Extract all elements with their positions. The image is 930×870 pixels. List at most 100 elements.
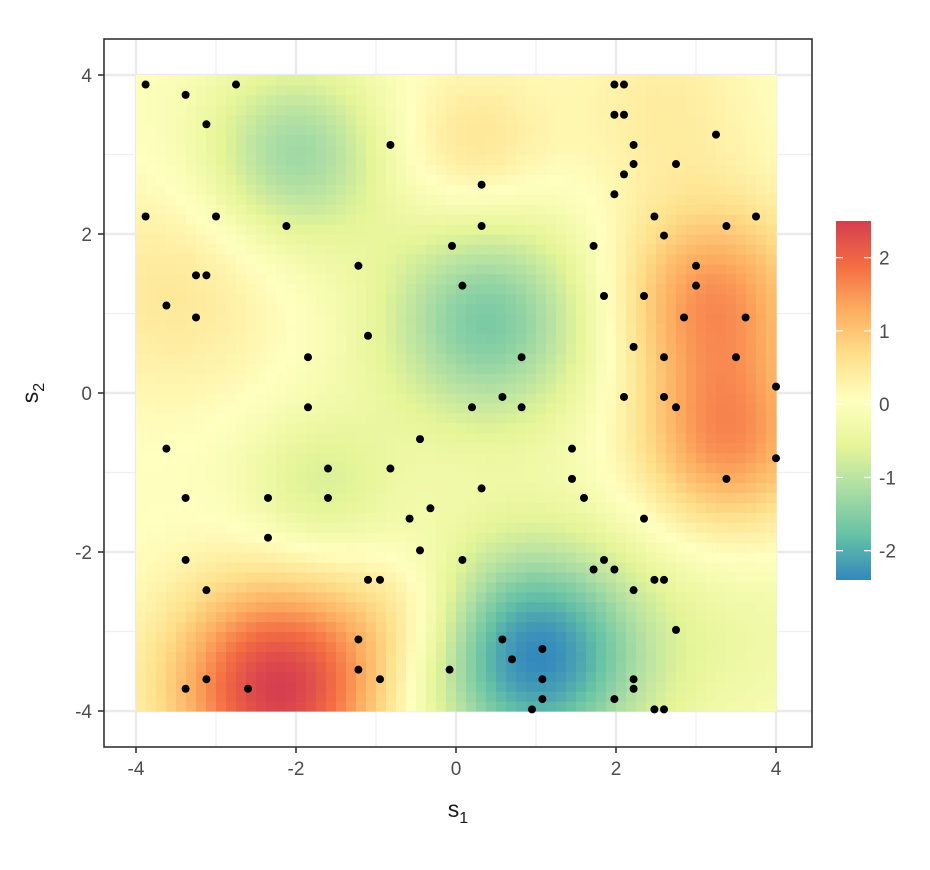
heatmap-cell [736, 522, 747, 533]
heatmap-cell [566, 532, 577, 543]
heatmap-cell [146, 393, 157, 404]
heatmap-cell [696, 542, 707, 553]
heatmap-cell [296, 661, 307, 672]
heatmap-cell [606, 402, 617, 414]
heatmap-cell [176, 104, 187, 116]
heatmap-cell [746, 164, 757, 175]
heatmap-cell [646, 214, 657, 225]
heatmap-cell [436, 482, 447, 493]
heatmap-cell [676, 671, 687, 682]
heatmap-cell [176, 621, 187, 633]
heatmap-cell [756, 174, 767, 185]
heatmap-cell [436, 681, 447, 692]
heatmap-cell [736, 194, 747, 205]
heatmap-cell [736, 412, 747, 424]
heatmap-cell [576, 402, 587, 414]
heatmap-cell [696, 343, 707, 354]
heatmap-cell [486, 293, 497, 305]
heatmap-cell [596, 671, 607, 682]
heatmap-cell [386, 293, 397, 305]
heatmap-cell [346, 681, 357, 692]
heatmap-cell [646, 383, 657, 394]
heatmap-cell [316, 114, 327, 126]
heatmap-cell [556, 691, 567, 702]
heatmap-cell [276, 561, 287, 573]
heatmap-cell [586, 532, 597, 543]
heatmap-cell [456, 701, 467, 712]
heatmap-cell [726, 393, 737, 404]
heatmap-cell [666, 303, 677, 315]
heatmap-cell [426, 581, 437, 593]
heatmap-cell [336, 114, 347, 126]
heatmap-cell [446, 701, 457, 712]
data-point [629, 342, 638, 351]
heatmap-cell [176, 581, 187, 593]
heatmap-cell [156, 671, 167, 682]
heatmap-cell [326, 194, 337, 205]
heatmap-cell [746, 94, 757, 106]
heatmap-cell [556, 671, 567, 682]
heatmap-cell [466, 462, 477, 474]
heatmap-cell [536, 303, 547, 315]
data-point [629, 140, 638, 149]
heatmap-cell [286, 373, 297, 384]
heatmap-cell [266, 124, 277, 136]
heatmap-cell [196, 154, 207, 166]
heatmap-cell [166, 333, 177, 344]
heatmap-cell [546, 442, 557, 454]
heatmap-cell [736, 134, 747, 146]
heatmap-cell [196, 353, 207, 364]
heatmap-cell [306, 641, 317, 652]
heatmap-cell [426, 273, 437, 285]
heatmap-cell [146, 651, 157, 662]
heatmap-cell [516, 154, 527, 166]
heatmap-cell [636, 611, 647, 623]
heatmap-cell [356, 174, 367, 185]
heatmap-cell [346, 641, 357, 652]
heatmap-cell [646, 124, 657, 136]
heatmap-cell [346, 253, 357, 265]
heatmap-cell [716, 134, 727, 146]
data-point [192, 271, 200, 280]
heatmap-cell [136, 214, 147, 225]
heatmap-cell [356, 532, 367, 543]
heatmap-cell [476, 353, 487, 364]
heatmap-cell [736, 75, 747, 86]
heatmap-cell [766, 234, 777, 245]
heatmap-cell [416, 422, 427, 434]
heatmap-cell [206, 104, 217, 116]
heatmap-cell [736, 94, 747, 106]
heatmap-cell [646, 75, 657, 86]
heatmap-cell [586, 681, 597, 692]
heatmap-cell [396, 631, 407, 643]
heatmap-cell [666, 532, 677, 543]
heatmap-cell [696, 452, 707, 464]
heatmap-cell [626, 194, 637, 205]
heatmap-cell [346, 532, 357, 543]
heatmap-cell [186, 84, 197, 96]
heatmap-cell [366, 224, 377, 235]
heatmap-cell [716, 561, 727, 573]
heatmap-cell [196, 253, 207, 265]
heatmap-cell [666, 442, 677, 454]
heatmap-cell [606, 124, 617, 136]
heatmap-cell [516, 522, 527, 533]
heatmap-cell [496, 571, 507, 583]
heatmap-cell [216, 561, 227, 573]
heatmap-cell [586, 313, 597, 325]
heatmap-cell [236, 303, 247, 315]
heatmap-cell [206, 114, 217, 126]
heatmap-cell [176, 124, 187, 136]
heatmap-cell [746, 114, 757, 126]
heatmap-cell [416, 104, 427, 116]
heatmap-cell [166, 283, 177, 295]
heatmap-cell [166, 472, 177, 484]
heatmap-cell [606, 393, 617, 404]
heatmap-cell [196, 452, 207, 464]
heatmap-cell [386, 412, 397, 424]
heatmap-cell [496, 621, 507, 633]
heatmap-cell [526, 353, 537, 364]
heatmap-cell [286, 492, 297, 503]
heatmap-cell [466, 383, 477, 394]
heatmap-cell [596, 243, 607, 255]
